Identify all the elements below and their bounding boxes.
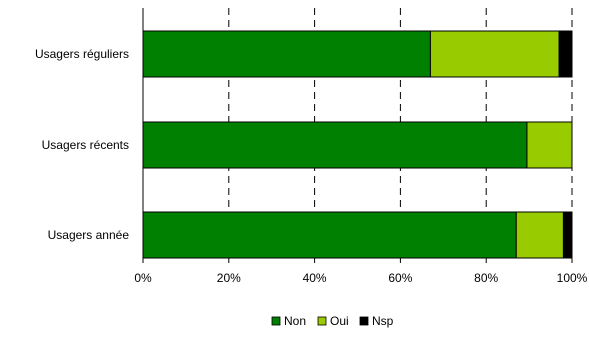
category-label: Usagers réguliers <box>35 47 129 61</box>
bar-segment-oui <box>526 121 573 169</box>
bar-segment-oui <box>515 211 564 259</box>
x-tick-label: 80% <box>474 271 498 285</box>
category-label: Usagers récents <box>42 138 129 152</box>
legend-swatch-non <box>271 316 281 326</box>
legend-label-nsp: Nsp <box>372 314 394 328</box>
legend-label-oui: Oui <box>330 314 349 328</box>
legend-swatch-oui <box>317 316 327 326</box>
bar-segment-non <box>142 30 431 78</box>
bar-segment-non <box>142 211 517 259</box>
legend-swatch-nsp <box>359 316 369 326</box>
x-tick-labels: 0% 20% 40% 60% 80% 100% <box>134 271 587 285</box>
x-tick-label: 40% <box>303 271 327 285</box>
bar-segment-non <box>142 121 528 169</box>
bar-segment-nsp <box>562 211 573 259</box>
x-tick-label: 0% <box>134 271 152 285</box>
legend-label-non: Non <box>284 314 306 328</box>
bars <box>142 30 573 259</box>
x-tick-label: 100% <box>557 271 588 285</box>
x-tick-label: 20% <box>217 271 241 285</box>
category-label: Usagers année <box>48 228 130 242</box>
axes <box>142 8 573 263</box>
legend: Non Oui Nsp <box>271 314 394 328</box>
bar-segment-oui <box>429 30 560 78</box>
category-labels: Usagers réguliers Usagers récents Usagers … <box>35 47 129 242</box>
bar-segment-nsp <box>558 30 573 78</box>
x-tick-label: 60% <box>388 271 412 285</box>
